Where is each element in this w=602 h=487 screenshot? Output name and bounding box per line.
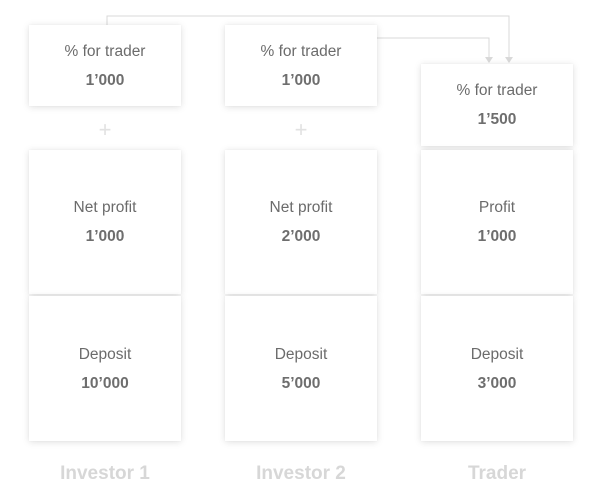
column-name-investor1: Investor 1 [60,463,150,484]
column-name-investor2: Investor 2 [256,463,346,484]
trader-profit-card: Profit 1’000 [421,150,573,294]
profit-label: Net profit [269,199,333,216]
trader-share-value: 1’000 [85,71,125,89]
profit-label: Profit [478,199,516,216]
plus-icon: + [294,117,308,142]
trader-deposit-card: Deposit 3’000 [421,296,573,441]
trader-share-value: 1’500 [477,111,517,128]
investor2-trader-share-card: % for trader 1’000 [225,25,377,106]
profit-value: 2’000 [281,228,321,245]
trader-share-label: % for trader [64,42,146,60]
connector-investor1-to-trader [106,15,510,58]
profit-value: 1’000 [477,228,517,245]
investor2-profit-card: Net profit 2’000 [225,150,377,294]
trader-trader-share-card: % for trader 1’500 [421,64,573,146]
trader-share-value: 1’000 [281,71,321,89]
deposit-label: Deposit [274,345,328,363]
profit-value: 1’000 [85,228,125,245]
deposit-label: Deposit [470,345,524,363]
connector-investor2-to-trader [377,37,490,58]
deposit-value: 3’000 [477,374,517,392]
investor1-profit-card: Net profit 1’000 [29,150,181,294]
investor1-trader-share-card: % for trader 1’000 [29,25,181,106]
arrowhead-investor1 [505,57,513,63]
deposit-value: 5’000 [281,374,321,392]
trader-share-label: % for trader [260,42,342,60]
deposit-label: Deposit [78,345,132,363]
trader-share-label: % for trader [456,82,538,99]
plus-icon: + [98,117,112,142]
profit-label: Net profit [73,199,137,216]
column-name-trader: Trader [467,463,527,484]
investor2-deposit-card: Deposit 5’000 [225,296,377,441]
arrowhead-investor2 [485,57,493,63]
deposit-value: 10’000 [81,374,129,392]
investor1-deposit-card: Deposit 10’000 [29,296,181,441]
